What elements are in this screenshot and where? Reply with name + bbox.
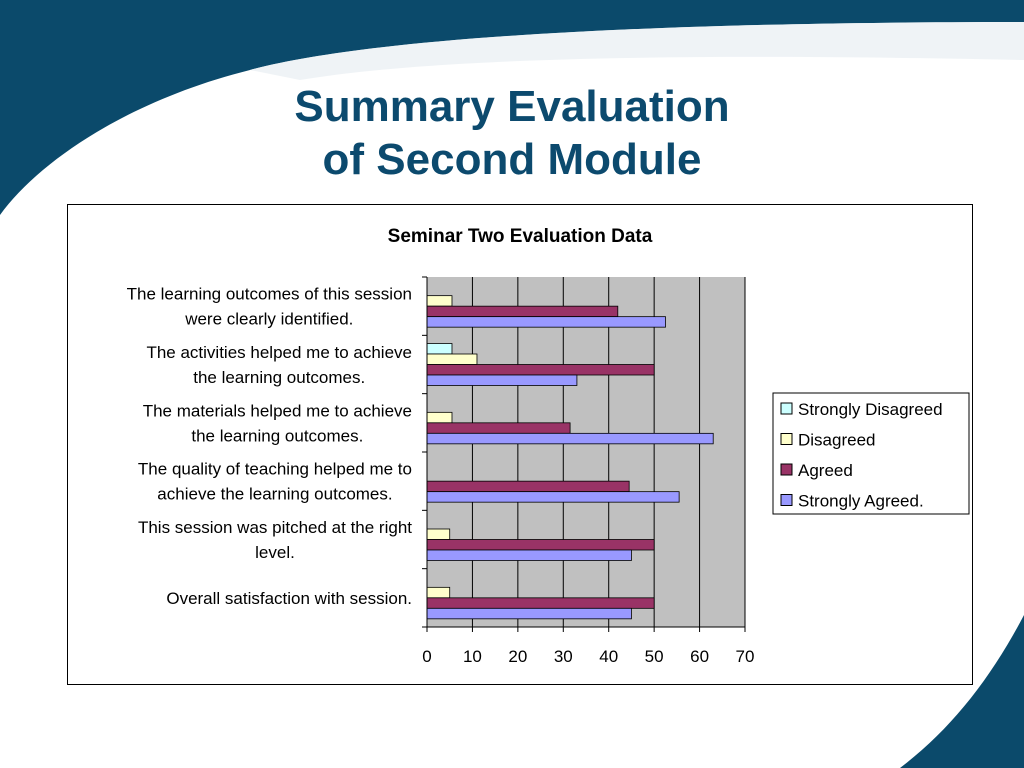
bar-agreed [426, 364, 655, 376]
category-label: Overall satisfaction with session. [166, 589, 412, 608]
slide-title-line-2: of Second Module [322, 135, 702, 184]
chart-title: Seminar Two Evaluation Data [388, 226, 653, 247]
slide-title-line-1: Summary Evaluation [294, 82, 730, 131]
bar-strongly-agreed [426, 316, 666, 328]
category-label: The activities helped me to achieve [146, 343, 412, 362]
bar-agreed [426, 597, 655, 609]
legend-swatch [780, 463, 793, 476]
top-left-swoosh [0, 0, 1024, 215]
bottom-right-swoosh [900, 615, 1024, 768]
slide-title: Summary Evaluation of Second Module [0, 80, 1024, 186]
category-label: The quality of teaching helped me to [138, 460, 412, 479]
x-tick-label: 40 [599, 647, 618, 666]
category-label: the learning outcomes. [191, 426, 363, 445]
x-tick-label: 20 [508, 647, 527, 666]
legend-swatch [780, 433, 793, 445]
bar-strongly-agreed [426, 607, 632, 620]
top-swoosh-highlight [250, 22, 1024, 80]
x-tick-label: 60 [690, 647, 709, 666]
category-label: were clearly identified. [184, 310, 353, 329]
bar-disagreed [426, 586, 451, 599]
category-label: achieve the learning outcomes. [157, 485, 392, 504]
bar-strongly-agreed [426, 432, 714, 445]
bar-agreed [426, 539, 655, 551]
category-label: The materials helped me to achieve [143, 401, 412, 420]
x-tick-label: 50 [645, 647, 664, 666]
x-tick-label: 30 [554, 647, 573, 666]
plot-area [427, 277, 745, 627]
bar-strongly-agreed [426, 491, 680, 503]
legend-label: Strongly Disagreed [798, 400, 943, 419]
category-label: The learning outcomes of this session [127, 285, 412, 304]
legend-swatch [780, 402, 793, 415]
legend-label: Strongly Agreed. [798, 492, 924, 511]
bar-strongly-agreed [426, 374, 578, 386]
bar-strongly-agreed [426, 549, 632, 561]
bar-agreed [426, 480, 630, 493]
category-label: the learning outcomes. [193, 368, 365, 387]
bar-agreed [426, 422, 571, 434]
x-tick-label: 0 [422, 647, 431, 666]
x-tick-label: 10 [463, 647, 482, 666]
legend-swatch [780, 494, 793, 506]
x-tick-label: 70 [736, 647, 755, 666]
category-label: level. [255, 543, 295, 562]
legend-label: Agreed [798, 461, 853, 480]
bar-disagreed [426, 411, 453, 424]
category-label: This session was pitched at the right [138, 518, 412, 537]
bar-strongly-disagreed [426, 343, 453, 355]
bar-disagreed [426, 295, 453, 307]
bar-agreed [426, 305, 619, 318]
bar-disagreed [426, 353, 478, 365]
legend-box [772, 392, 970, 515]
legend-label: Disagreed [798, 431, 876, 450]
bar-disagreed [426, 528, 451, 540]
